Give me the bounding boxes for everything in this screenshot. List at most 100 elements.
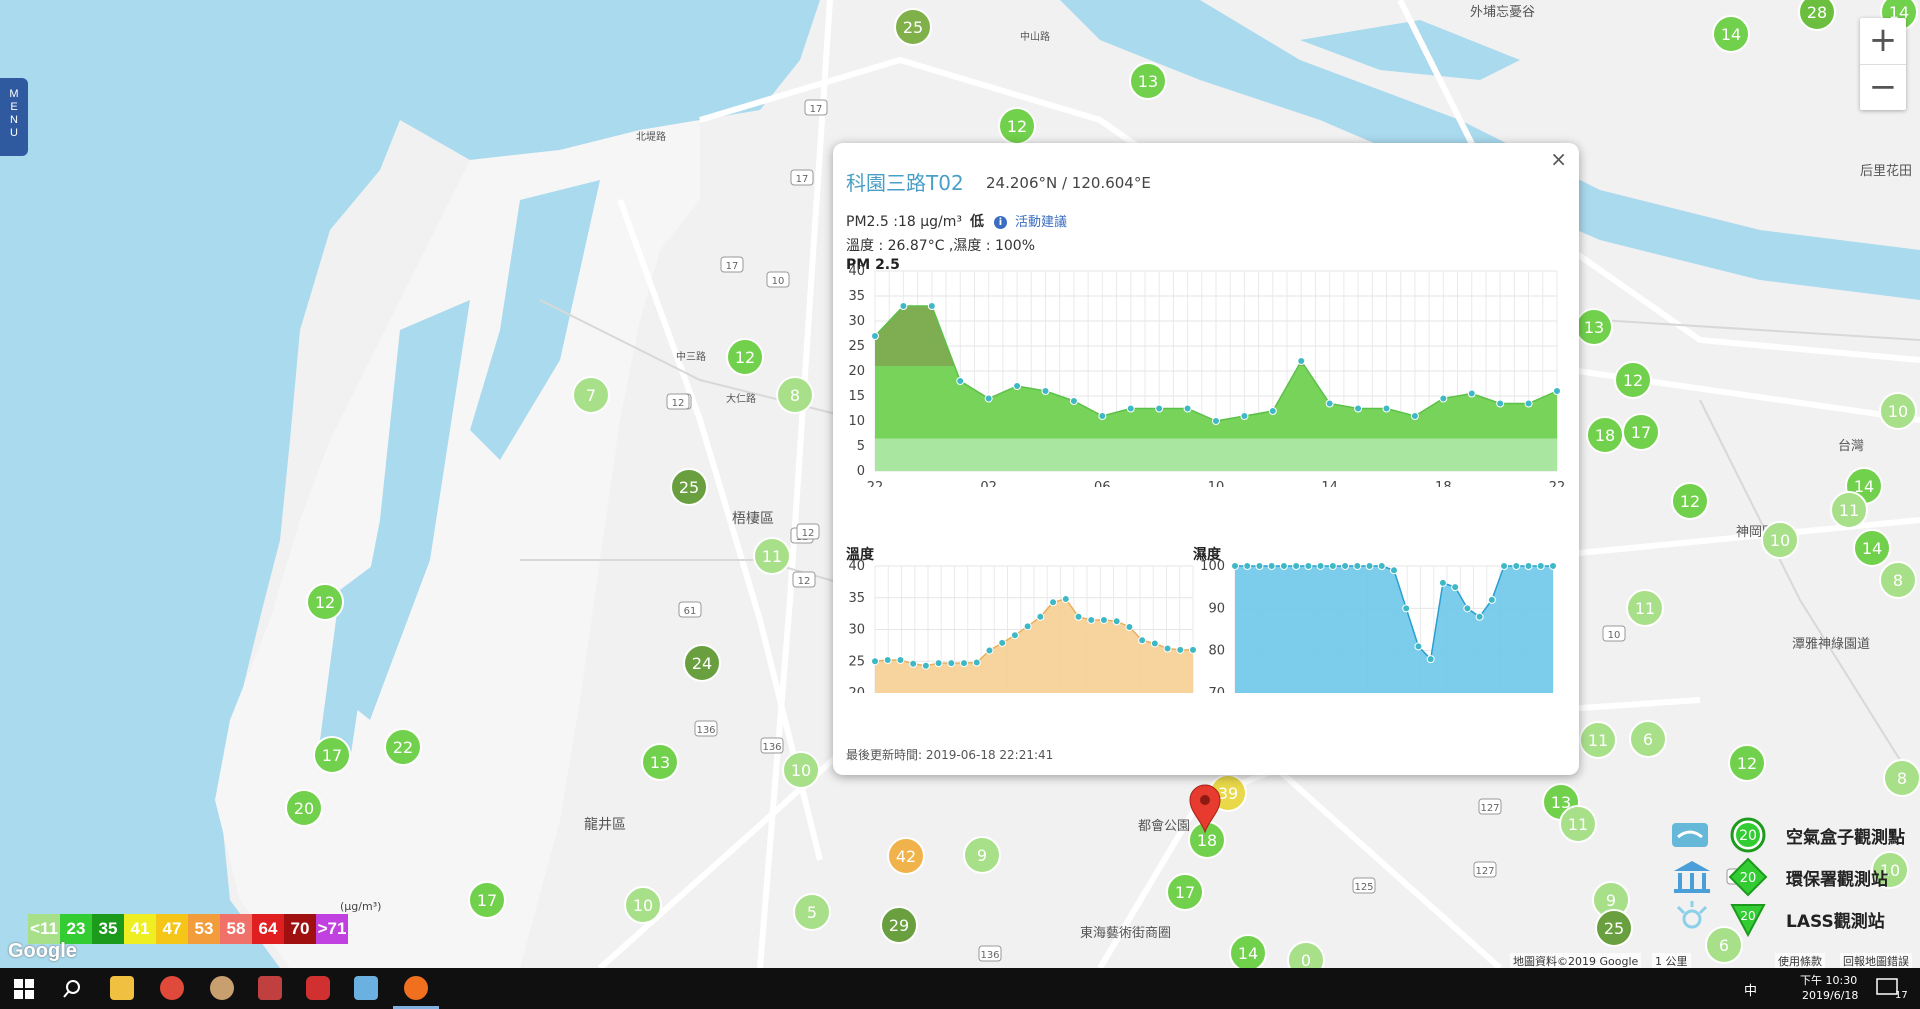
ime-indicator[interactable]: 中 <box>1744 984 1758 999</box>
data-point <box>1268 407 1277 415</box>
info-icon[interactable]: i <box>993 216 1007 229</box>
sensor-marker[interactable]: 12 <box>1671 482 1709 520</box>
sensor-marker[interactable]: 12 <box>998 107 1036 145</box>
sensor-marker[interactable]: 17 <box>1166 873 1204 911</box>
sensor-marker[interactable]: 10 <box>782 751 820 789</box>
sensor-marker[interactable]: 25 <box>670 468 708 506</box>
road-shield-icon: 136 <box>760 737 784 754</box>
sensor-marker[interactable]: 10 <box>1761 521 1799 559</box>
sensor-value: 9 <box>977 846 987 865</box>
notification-icon[interactable] <box>1876 978 1898 998</box>
sensor-marker[interactable]: 11 <box>1579 721 1617 759</box>
sensor-marker[interactable]: 8 <box>1883 759 1920 797</box>
sensor-marker[interactable]: 24 <box>683 644 721 682</box>
sensor-marker[interactable]: 42 <box>887 837 925 875</box>
windows-start-icon[interactable] <box>14 979 34 999</box>
data-point <box>1013 382 1022 390</box>
sensor-marker[interactable]: 7 <box>572 376 610 414</box>
sensor-marker[interactable]: 11 <box>753 537 791 575</box>
sensor-marker[interactable]: 25 <box>894 8 932 46</box>
sensor-marker[interactable]: 6 <box>1629 720 1667 758</box>
pm25-chart: PM 2.5 0 5 10 15 20 25 30 35 40 22 02 06 10 14 18 22 <box>846 257 1565 487</box>
sensor-value: 11 <box>1568 815 1588 834</box>
road-shield-label: 12 <box>798 576 811 587</box>
sensor-marker[interactable]: 10 <box>1871 851 1909 889</box>
sensor-value: 20 <box>294 799 314 818</box>
legend-label: 空氣盒子觀測點 <box>1786 828 1905 848</box>
firefox-icon[interactable] <box>404 976 428 1000</box>
chrome-icon[interactable] <box>160 976 184 1000</box>
sensor-marker[interactable]: 10 <box>1879 392 1917 430</box>
sensor-value: 5 <box>807 903 817 922</box>
app-icon[interactable] <box>354 976 378 1000</box>
report-error-link[interactable]: 回報地圖錯誤 <box>1840 953 1912 969</box>
terms-link[interactable]: 使用條款 <box>1775 953 1825 969</box>
road-shield-icon: 125 <box>1352 877 1376 894</box>
sensor-marker[interactable]: 5 <box>793 893 831 931</box>
app-icon[interactable] <box>306 976 330 1000</box>
notification-count[interactable]: 17 <box>1895 990 1908 1001</box>
sensor-marker[interactable]: 29 <box>880 906 918 944</box>
pm-reading: PM2.5 :18 μg/m³ 低 i 活動建議 <box>846 211 1067 231</box>
data-point <box>1549 562 1557 570</box>
sensor-marker[interactable]: 6 <box>1705 926 1743 964</box>
sensor-marker[interactable]: 11 <box>1830 491 1868 529</box>
y-tick-label: 30 <box>848 623 865 638</box>
road-shield-icon: 136 <box>978 945 1002 962</box>
sensor-marker[interactable]: 18 <box>1586 416 1624 454</box>
zoom-out-button[interactable]: − <box>1860 64 1906 111</box>
sensor-marker[interactable]: 11 <box>1559 805 1597 843</box>
sensor-marker[interactable]: 12 <box>726 338 764 376</box>
sensor-marker[interactable]: 14 <box>1229 934 1267 968</box>
data-point <box>1304 562 1313 570</box>
sensor-marker[interactable]: 10 <box>624 886 662 924</box>
sensor-marker[interactable]: 12 <box>1728 744 1766 782</box>
sensor-marker[interactable]: 22 <box>384 728 422 766</box>
sensor-marker[interactable]: 17 <box>1622 413 1660 451</box>
sensor-title: 科園三路T02 <box>846 171 964 195</box>
y-tick-label: 25 <box>848 339 865 354</box>
sensor-marker[interactable]: 9 <box>1592 881 1630 919</box>
sensor-marker[interactable]: 13 <box>641 743 679 781</box>
app-icon[interactable] <box>258 976 282 1000</box>
sensor-marker[interactable]: 9 <box>963 836 1001 874</box>
sensor-value: 6 <box>1643 730 1653 749</box>
sensor-marker[interactable]: 11 <box>1626 589 1664 627</box>
sensor-marker[interactable]: 17 <box>313 736 351 774</box>
env-reading: 溫度 : 26.87°C ,濕度 : 100% <box>846 238 1036 254</box>
clock-date[interactable]: 2019/6/18 <box>1802 989 1859 1002</box>
map-label: 潭雅神綠園道 <box>1792 637 1870 652</box>
sensor-marker[interactable]: 20 <box>285 789 323 827</box>
legend-swatch: 23 <box>60 914 92 944</box>
epa-station-icon: 20 <box>1674 857 1768 897</box>
sensor-marker[interactable]: 14 <box>1712 15 1750 53</box>
location-pin-icon[interactable] <box>1189 784 1221 834</box>
search-icon[interactable] <box>62 979 82 999</box>
zoom-in-button[interactable]: + <box>1868 20 1898 60</box>
sensor-marker[interactable]: 25 <box>1595 909 1633 947</box>
sensor-marker[interactable]: 14 <box>1853 529 1891 567</box>
area-band <box>875 438 1557 471</box>
sensor-marker[interactable]: 13 <box>1129 62 1167 100</box>
advice-link[interactable]: 活動建議 <box>1014 215 1067 230</box>
data-point <box>985 646 994 655</box>
road-shield-label: 17 <box>810 104 823 115</box>
sensor-marker[interactable]: 8 <box>776 376 814 414</box>
x-tick-label: 22 <box>867 480 884 487</box>
sensor-marker[interactable]: 28 <box>1798 0 1836 31</box>
sensor-marker[interactable]: 12 <box>306 583 344 621</box>
sensor-marker[interactable]: 12 <box>1614 361 1652 399</box>
sensor-value: 14 <box>1721 25 1741 44</box>
sensor-marker[interactable]: 13 <box>1575 308 1613 346</box>
sensor-marker[interactable]: 8 <box>1879 561 1917 599</box>
app-icon[interactable] <box>210 976 234 1000</box>
data-point <box>1438 578 1447 587</box>
sensor-marker[interactable]: 17 <box>468 881 506 919</box>
data-point <box>1041 387 1050 395</box>
close-popup-button[interactable]: × <box>1550 147 1567 171</box>
data-point <box>960 659 969 668</box>
clock-time[interactable]: 下午 10:30 <box>1800 974 1858 987</box>
sensor-marker[interactable]: 0 <box>1287 941 1325 968</box>
file-explorer-icon[interactable] <box>110 976 134 1000</box>
